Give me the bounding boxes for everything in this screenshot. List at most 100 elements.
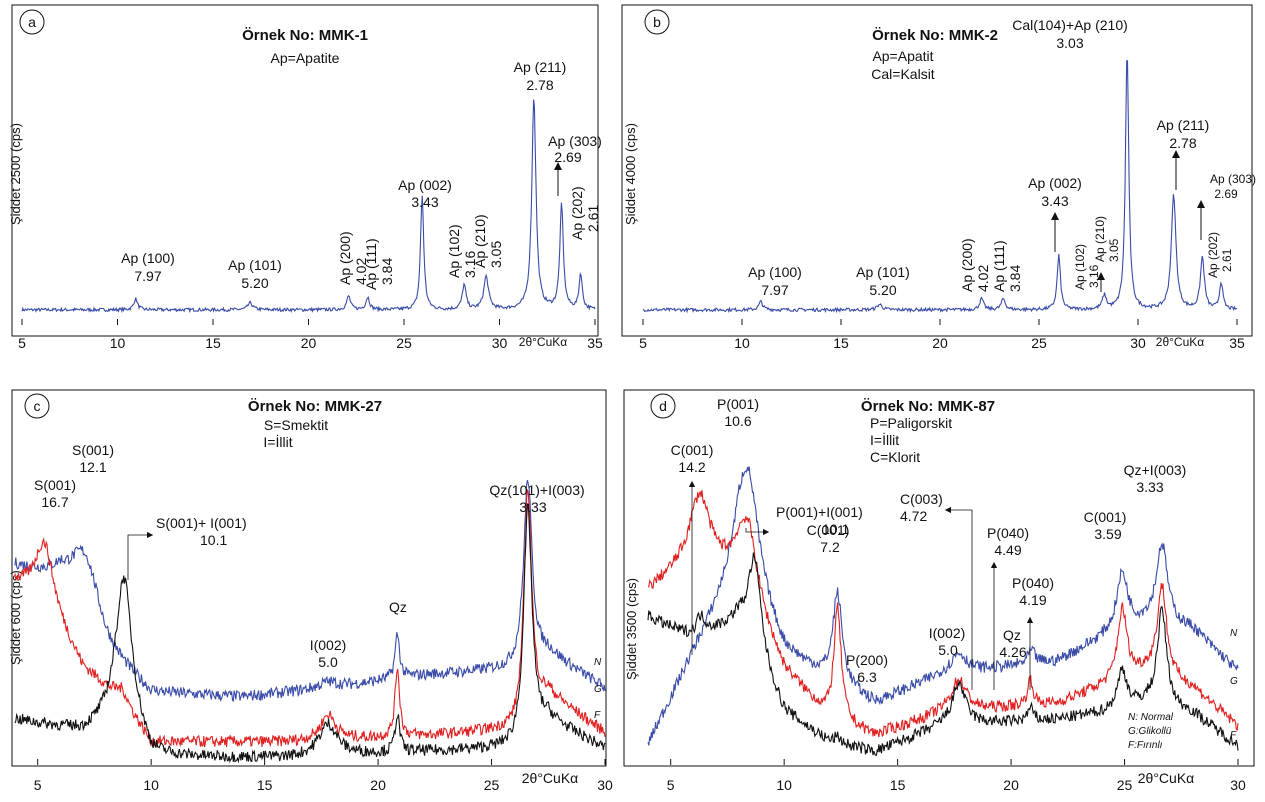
- panel-b-series-line: [642, 60, 1238, 314]
- panel-d-peak-label: C(001): [1084, 509, 1127, 525]
- panel-b-x-axis: 5 10 15 20 25 30 35: [639, 319, 1245, 351]
- panel-a-peak-label: Ap (102): [446, 224, 462, 278]
- panel-d-peak-label: P(001)+I(001): [776, 504, 863, 520]
- x-tick-label: 10: [734, 335, 750, 351]
- panel-c-peak-value: 3.33: [519, 499, 546, 515]
- x-tick-label: 5: [34, 777, 42, 793]
- panel-c-series-F-label: F: [594, 710, 601, 721]
- panel-c-peak-label: S(001): [72, 442, 114, 458]
- panel-c-xlabel: 2θ°CuKα: [522, 770, 579, 786]
- panel-d-subtitle-line2: I=İllit: [870, 431, 899, 448]
- x-tick-label: 20: [932, 335, 948, 351]
- panel-a-peak-label: Ap (303): [548, 133, 602, 149]
- panel-a-peak-value: 3.84: [379, 258, 395, 285]
- x-tick-label: 15: [257, 777, 273, 793]
- panel-c-peak-value: 16.7: [41, 494, 68, 510]
- panel-a-peak-label: Ap (210): [472, 214, 488, 268]
- panel-a-series-line: [21, 99, 596, 314]
- panel-a-peak-label: Ap (211): [514, 59, 567, 75]
- panel-b-peak-label: Cal(104)+Ap (210): [1012, 17, 1128, 33]
- panel-b-peak-value: 5.20: [869, 282, 896, 298]
- panel-b-peak-value: 3.03: [1056, 35, 1083, 51]
- panel-d-subtitle-line3: C=Klorit: [870, 449, 920, 465]
- x-tick-label: 5: [639, 335, 647, 351]
- panel-b-peak-label: Ap (211): [1157, 117, 1210, 133]
- panel-c-annotations: S(001) 16.7 S(001) 12.1 S(001)+ I(001) 1…: [34, 442, 602, 721]
- panel-a-peak-value: 3.16: [462, 251, 478, 278]
- panel-d-annotations: P(001) 10.6 C(001) 14.2 P(001)+I(001) 10…: [671, 396, 1238, 751]
- panel-a-peak-value: 4.02: [353, 258, 369, 285]
- panel-b-subtitle-line1: Ap=Apatit: [872, 48, 933, 64]
- panel-b-letter-circle: [644, 9, 670, 35]
- panel-d-peak-value: 4.49: [994, 542, 1021, 558]
- panel-d-peak-value: 5.0: [938, 642, 958, 658]
- panel-b-peak-label: Ap (100): [748, 264, 802, 280]
- panel-a-peak-label: Ap (100): [121, 250, 175, 266]
- panel-d-peak-value: 10.6: [724, 413, 751, 429]
- panel-a-x-axis: 5 10 15 20 25 30 35: [18, 319, 603, 351]
- panel-c-letter: c: [34, 398, 41, 414]
- panel-d-series-F-line: [647, 552, 1239, 756]
- panel-b-peak-value: 3.43: [1041, 193, 1068, 209]
- panel-b-peak-label: Ap (200): [959, 238, 975, 292]
- panel-d-arrow: [944, 506, 973, 690]
- panel-b-peak-value: 3.05: [1107, 238, 1121, 262]
- panel-d-peak-value: 7.2: [820, 539, 840, 555]
- panel-d-xlabel: 2θ°CuKα: [1138, 770, 1195, 786]
- x-tick-label: 20: [370, 777, 386, 793]
- panel-d-series-G-line: [647, 489, 1239, 738]
- panel-b-peak-label: Ap (303): [1210, 172, 1256, 186]
- panel-a-letter-circle: [19, 9, 45, 35]
- panel-c-peak-value: 10.1: [200, 532, 227, 548]
- x-tick-label: 5: [18, 335, 26, 351]
- panel-d-peak-label: C(003): [900, 491, 943, 507]
- panel-b-ylabel: Şiddet 4000 (cps): [623, 123, 638, 225]
- panel-a-ylabel: Şiddet 2500 (cps): [8, 123, 23, 225]
- panel-a-peak-value: 5.20: [241, 275, 268, 291]
- panel-d-series-N-line: [647, 466, 1239, 746]
- panel-d-peak-label: I(002): [929, 625, 966, 641]
- panel-c-ylabel: Şiddet 600 (cps): [8, 570, 23, 665]
- panel-c-series-N-label: N: [594, 657, 602, 668]
- panel-a-peak-value: 7.97: [134, 268, 161, 284]
- panel-b-letter: b: [653, 14, 661, 30]
- panel-b-peak-value: 2.69: [1214, 187, 1238, 201]
- panel-d-peak-value: 14.2: [678, 459, 705, 475]
- x-tick-label: 25: [1031, 335, 1047, 351]
- panel-c-peak-label: Qz: [389, 599, 407, 615]
- x-tick-label: 15: [890, 777, 906, 793]
- panel-a-peak-value: 3.43: [411, 194, 438, 210]
- panel-a-peak-value: 2.69: [554, 149, 581, 165]
- panel-d-ylabel: Şiddet 3500 (cps): [624, 578, 639, 680]
- panel-b-annotations: Cal(104)+Ap (210) 3.03 Ap (100) 7.97 Ap …: [748, 17, 1256, 298]
- panel-c-series-G-line: [14, 489, 606, 748]
- panel-d-peak-label: Qz+I(003): [1124, 462, 1187, 478]
- panel-d-peak-value: 6.3: [857, 669, 877, 685]
- panel-b-peak-label: Ap (102): [1073, 244, 1087, 290]
- panel-a-subtitle: Ap=Apatite: [271, 50, 340, 66]
- panel-b-peak-label: Ap (111): [991, 240, 1007, 292]
- panel-b-peak-label: Ap (002): [1028, 175, 1082, 191]
- panel-c-peak-label: S(001): [34, 477, 76, 493]
- panel-b-peak-value: 3.84: [1007, 265, 1023, 292]
- panel-c-subtitle-line2: I=İllit: [263, 433, 292, 450]
- x-tick-label: 25: [484, 777, 500, 793]
- panel-d-letter-circle: [650, 393, 676, 419]
- panel-d-peak-label: C(001): [671, 442, 714, 458]
- panel-d-arrow: [745, 528, 770, 536]
- panel-b-xlabel: 2θ°CuKα: [1156, 335, 1204, 349]
- legend-normal: N: Normal: [1128, 712, 1174, 723]
- x-tick-label: 15: [833, 335, 849, 351]
- panel-b-frame: [621, 4, 1253, 337]
- panel-c-title: Örnek No: MMK-27: [248, 398, 382, 415]
- panel-c-arrow: [127, 531, 154, 580]
- x-tick-label: 25: [1117, 777, 1133, 793]
- panel-a-peak-value: 2.78: [526, 77, 553, 93]
- panel-b-peak-label: Ap (202): [1206, 232, 1220, 278]
- x-tick-label: 25: [396, 335, 412, 351]
- x-tick-label: 30: [597, 777, 613, 793]
- panel-a-annotations: Ap (100) 7.97 Ap (101) 5.20 Ap (200) 4.0…: [121, 59, 602, 291]
- panel-d-peak-label: P(040): [987, 525, 1029, 541]
- panel-b-peak-value: 4.02: [975, 265, 991, 292]
- panel-d-series-G-label: G: [1230, 676, 1238, 687]
